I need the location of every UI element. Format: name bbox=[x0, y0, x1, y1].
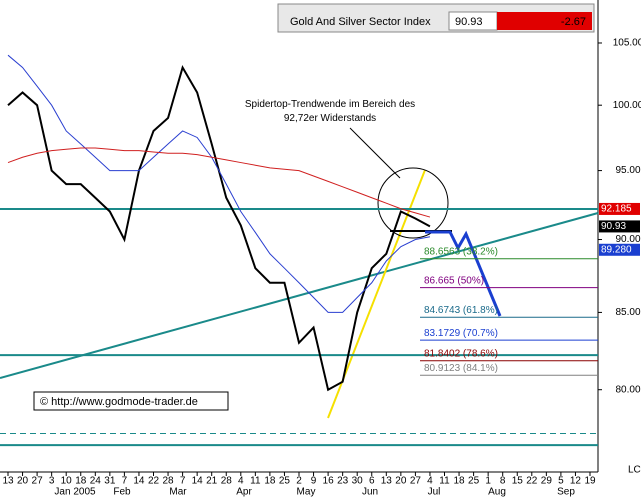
y-tick-label: 100.00 bbox=[613, 100, 641, 111]
fib-label: 81.8402 (78.6%) bbox=[424, 348, 498, 359]
x-tick-label: 29 bbox=[541, 476, 553, 487]
x-tick-label: 2 bbox=[296, 476, 302, 487]
y-tick-label: 80.00 bbox=[615, 384, 640, 395]
x-tick-label: 20 bbox=[395, 476, 407, 487]
price-label: 89.280 bbox=[601, 244, 632, 255]
x-tick-label: 23 bbox=[337, 476, 349, 487]
month-label: Aug bbox=[488, 487, 506, 498]
x-tick-label: 28 bbox=[162, 476, 174, 487]
change-box bbox=[497, 12, 592, 30]
copyright-box bbox=[33, 391, 229, 411]
month-label: May bbox=[297, 487, 316, 498]
copyright: © http://www.godmode-trader.de bbox=[40, 396, 198, 408]
series-line bbox=[7, 147, 431, 218]
price-box bbox=[599, 202, 640, 215]
x-tick-label: 20 bbox=[17, 476, 29, 487]
x-tick-label: 6 bbox=[369, 476, 375, 487]
x-tick-label: 14 bbox=[192, 476, 204, 487]
y-tick-label: 90.00 bbox=[615, 234, 640, 245]
x-tick-label: 10 bbox=[61, 476, 73, 487]
x-tick-label: 9 bbox=[311, 476, 317, 487]
x-tick-label: 1 bbox=[485, 476, 491, 487]
month-label: Mar bbox=[169, 487, 187, 498]
annotation: Spidertop-Trendwende im Bereich des 92,7… bbox=[244, 99, 416, 124]
fib-label: 84.6743 (61.8%) bbox=[424, 305, 498, 316]
x-tick-label: 18 bbox=[75, 476, 87, 487]
x-tick-label: 31 bbox=[104, 476, 116, 487]
x-tick-label: 16 bbox=[323, 476, 335, 487]
x-tick-label: 28 bbox=[221, 476, 233, 487]
month-label: Feb bbox=[113, 487, 131, 498]
x-tick-label: 7 bbox=[122, 476, 128, 487]
fib-label: 88.6563 (38.2%) bbox=[424, 246, 498, 257]
projection bbox=[425, 230, 502, 317]
x-tick-label: 27 bbox=[32, 476, 44, 487]
x-tick-label: 4 bbox=[238, 476, 244, 487]
x-tick-label: 14 bbox=[133, 476, 145, 487]
x-tick-label: 25 bbox=[468, 476, 480, 487]
last-value: 90.93 bbox=[455, 16, 483, 28]
trend-line bbox=[0, 212, 599, 379]
x-tick-label: 18 bbox=[264, 476, 276, 487]
x-tick-label: 8 bbox=[500, 476, 506, 487]
x-tick-label: 25 bbox=[279, 476, 291, 487]
y-tick-label: 95.00 bbox=[615, 165, 640, 176]
x-tick-label: 5 bbox=[558, 476, 564, 487]
x-tick-label: 22 bbox=[148, 476, 160, 487]
y-tick-label: 105.00 bbox=[613, 38, 641, 49]
fib-label: 83.1729 (70.7%) bbox=[424, 328, 498, 339]
month-label: Jul bbox=[428, 487, 441, 498]
price-box bbox=[599, 220, 640, 233]
x-tick-label: 4 bbox=[427, 476, 433, 487]
x-tick-label: 13 bbox=[381, 476, 393, 487]
x-tick-label: 11 bbox=[250, 476, 261, 487]
x-tick-label: 11 bbox=[439, 476, 450, 487]
x-tick-label: 19 bbox=[584, 476, 596, 487]
month-label: Apr bbox=[236, 487, 252, 498]
x-tick-label: 30 bbox=[352, 476, 364, 487]
month-label: Jun bbox=[362, 487, 378, 498]
price-box bbox=[599, 243, 640, 256]
price-label: 90.93 bbox=[601, 221, 626, 232]
annotation-box: Spidertop-Trendwende im Bereich des 92,7… bbox=[244, 99, 416, 124]
x-tick-label: 22 bbox=[526, 476, 538, 487]
corner-label: LC bbox=[628, 465, 641, 476]
fib-label: 80.9123 (84.1%) bbox=[424, 363, 498, 374]
x-tick-label: 15 bbox=[512, 476, 524, 487]
fib-label: 86.665 (50%) bbox=[424, 275, 484, 286]
annotation-circle bbox=[377, 167, 449, 239]
x-tick-label: 13 bbox=[2, 476, 14, 487]
x-tick-label: 24 bbox=[90, 476, 102, 487]
header-title: Gold And Silver Sector Index bbox=[290, 16, 431, 28]
month-label: Sep bbox=[557, 487, 575, 498]
x-tick-label: 3 bbox=[49, 476, 55, 487]
x-tick-label: 21 bbox=[206, 476, 218, 487]
month-label: Jan 2005 bbox=[54, 487, 96, 498]
x-tick-label: 18 bbox=[453, 476, 465, 487]
price-label: 92.185 bbox=[601, 204, 632, 215]
change-value: -2.67 bbox=[561, 16, 586, 28]
x-tick-label: 7 bbox=[180, 476, 186, 487]
annotation-pointer bbox=[349, 127, 401, 179]
y-tick-label: 85.00 bbox=[615, 307, 640, 318]
x-tick-label: 12 bbox=[570, 476, 582, 487]
x-tick-label: 27 bbox=[410, 476, 422, 487]
series-line bbox=[7, 54, 431, 313]
